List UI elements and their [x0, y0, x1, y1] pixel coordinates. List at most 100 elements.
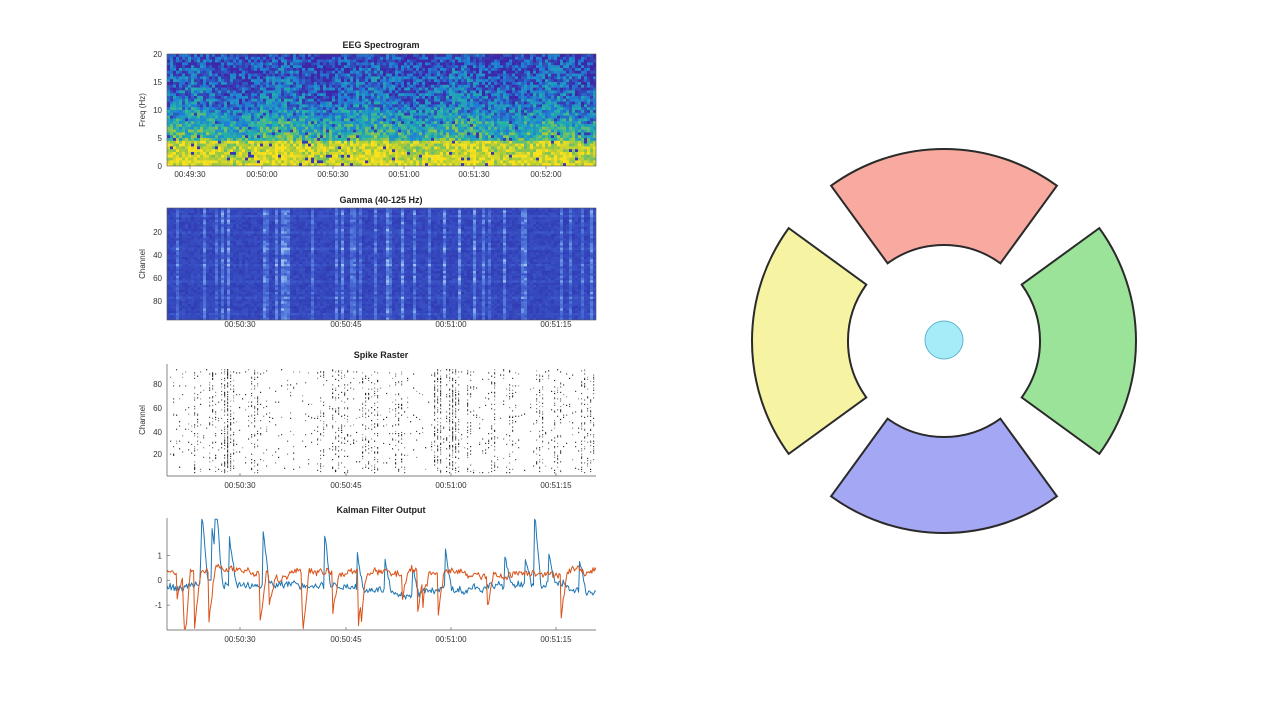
spectrogram-cell	[506, 121, 510, 125]
spectrogram-cell	[437, 87, 441, 91]
spectrogram-cell	[221, 87, 225, 91]
spectrogram-cell	[242, 143, 246, 147]
spectrogram-cell	[551, 115, 555, 119]
spectrogram-cell	[302, 90, 306, 94]
spectrogram-cell	[335, 76, 339, 80]
spectrogram-cell	[221, 129, 225, 133]
spectrogram-cell	[284, 124, 288, 128]
spectrogram-cell	[275, 98, 279, 102]
spectrogram-cell	[587, 107, 591, 111]
spectrogram-cell	[212, 73, 216, 77]
spectrogram-cell	[491, 140, 495, 144]
spectrogram-cell	[485, 70, 489, 74]
spectrogram-cell	[413, 84, 417, 88]
spectrogram-cell	[350, 121, 354, 125]
spectrogram-cell	[449, 101, 453, 105]
spectrogram-cell	[509, 73, 513, 77]
spectrogram-cell	[578, 138, 582, 142]
spectrogram-cell	[434, 118, 438, 122]
spectrogram-cell	[461, 140, 465, 144]
spectrogram-cell	[218, 107, 222, 111]
spectrogram-cell	[200, 98, 204, 102]
spectrogram-cell	[524, 82, 528, 86]
spectrogram-cell	[422, 104, 426, 108]
spectrogram-cell	[347, 96, 351, 100]
spectrogram-cell	[359, 132, 363, 136]
spectrogram-cell	[347, 112, 351, 116]
spectrogram-cell	[590, 73, 594, 77]
spectrogram-cell	[530, 82, 534, 86]
spectrogram-cell	[554, 135, 558, 139]
spectrogram-cell	[479, 107, 483, 111]
spectrogram-cell	[275, 56, 279, 60]
spectrogram-cell	[290, 56, 294, 60]
spectrogram-cell	[590, 79, 594, 83]
spectrogram-cell	[449, 98, 453, 102]
spectrogram-cell	[458, 93, 462, 97]
spectrogram-cell	[356, 65, 360, 69]
spectrogram-cell	[464, 93, 468, 97]
spectrogram-cell	[350, 124, 354, 128]
spectrogram-cell	[221, 56, 225, 60]
spectrogram-cell	[413, 59, 417, 63]
spectrogram-cell	[431, 124, 435, 128]
spectrogram-cell	[260, 96, 264, 100]
spectrogram-cell	[383, 65, 387, 69]
spectrogram-cell	[191, 118, 195, 122]
spectrogram-cell	[317, 62, 321, 66]
spectrogram-cell	[266, 107, 270, 111]
spectrogram-cell	[371, 135, 375, 139]
spectrogram-cell	[350, 107, 354, 111]
spectrogram-cell	[401, 110, 405, 114]
spectrogram-cell	[218, 79, 222, 83]
spectrogram-cell	[536, 54, 540, 58]
spectrogram-cell	[194, 112, 198, 116]
spectrogram-cell	[515, 96, 519, 100]
spectrogram-cell	[206, 79, 210, 83]
spectrogram-cell	[320, 93, 324, 97]
spectrogram-cell	[179, 112, 183, 116]
spectrogram-cell	[467, 56, 471, 60]
spectrogram-cell	[170, 146, 174, 150]
spectrogram-cell	[407, 140, 411, 144]
spectrogram-cell	[452, 76, 456, 80]
spectrogram-cell	[539, 149, 543, 153]
spectrogram-cell	[257, 138, 261, 142]
spectrogram-cell	[533, 56, 537, 60]
spectrogram-cell	[278, 54, 282, 58]
spectrogram-cell	[557, 54, 561, 58]
spectrogram-cell	[530, 124, 534, 128]
spectrogram-cell	[401, 107, 405, 111]
spectrogram-cell	[209, 124, 213, 128]
spectrogram-cell	[350, 56, 354, 60]
spectrogram-cell	[419, 132, 423, 136]
spectrogram-cell	[416, 146, 420, 150]
spectrogram-cell	[512, 146, 516, 150]
spectrogram-cell	[185, 56, 189, 60]
spectrogram-cell	[494, 121, 498, 125]
spectrogram-cell	[278, 124, 282, 128]
spectrogram-cell	[419, 90, 423, 94]
spectrogram-cell	[500, 118, 504, 122]
spectrogram-cell	[584, 84, 588, 88]
spectrogram-cell	[353, 104, 357, 108]
spectrogram-cell	[470, 146, 474, 150]
spectrogram-cell	[422, 54, 426, 58]
spectrogram-cell	[335, 132, 339, 136]
spectrogram-cell	[200, 138, 204, 142]
spectrogram-cell	[455, 121, 459, 125]
spectrogram-cell	[326, 124, 330, 128]
spectrogram-cell	[455, 132, 459, 136]
spectrogram-cell	[578, 115, 582, 119]
spectrogram-cell	[509, 65, 513, 69]
spectrogram-cell	[227, 90, 231, 94]
spectrogram-cell	[332, 93, 336, 97]
spectrogram-cell	[587, 121, 591, 125]
spectrogram-cell	[230, 76, 234, 80]
spectrogram-cell	[299, 84, 303, 88]
spectrogram-cell	[503, 149, 507, 153]
spectrogram-cell	[275, 132, 279, 136]
spectrogram-cell	[374, 110, 378, 114]
spectrogram-cell	[368, 126, 372, 130]
spectrogram-cell	[305, 110, 309, 114]
